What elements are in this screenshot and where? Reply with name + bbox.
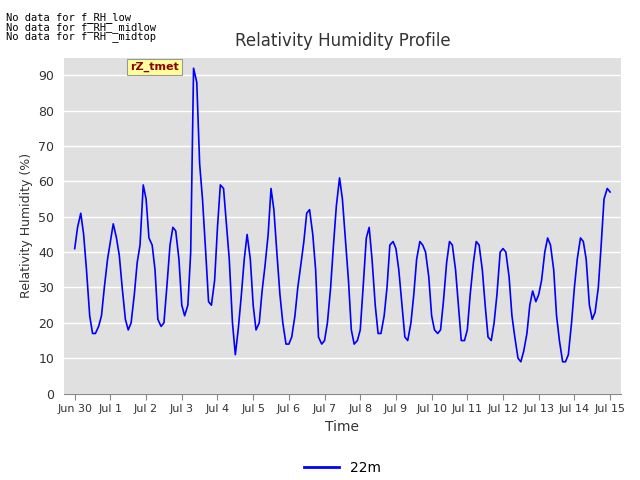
- 22m: [520, 348, 527, 354]
- 22m: [115, 253, 123, 259]
- Text: No data for f̅RH̅_midlow: No data for f̅RH̅_midlow: [6, 22, 156, 33]
- 22m: [517, 359, 525, 365]
- Text: No data for f̅RH̅_midtop: No data for f̅RH̅_midtop: [6, 31, 156, 42]
- Text: No data for f_RH_low: No data for f_RH_low: [6, 12, 131, 23]
- Legend: 22m: 22m: [298, 456, 387, 480]
- 22m: [333, 203, 340, 209]
- 22m: [330, 242, 337, 248]
- Text: rZ_tmet: rZ_tmet: [130, 62, 179, 72]
- Line: 22m: 22m: [75, 68, 610, 362]
- 22m: [606, 189, 614, 195]
- 22m: [223, 221, 230, 227]
- X-axis label: Time: Time: [325, 420, 360, 433]
- Title: Relativity Humidity Profile: Relativity Humidity Profile: [235, 33, 450, 50]
- 22m: [189, 65, 197, 71]
- Y-axis label: Relativity Humidity (%): Relativity Humidity (%): [20, 153, 33, 298]
- 22m: [151, 267, 159, 273]
- 22m: [71, 246, 79, 252]
